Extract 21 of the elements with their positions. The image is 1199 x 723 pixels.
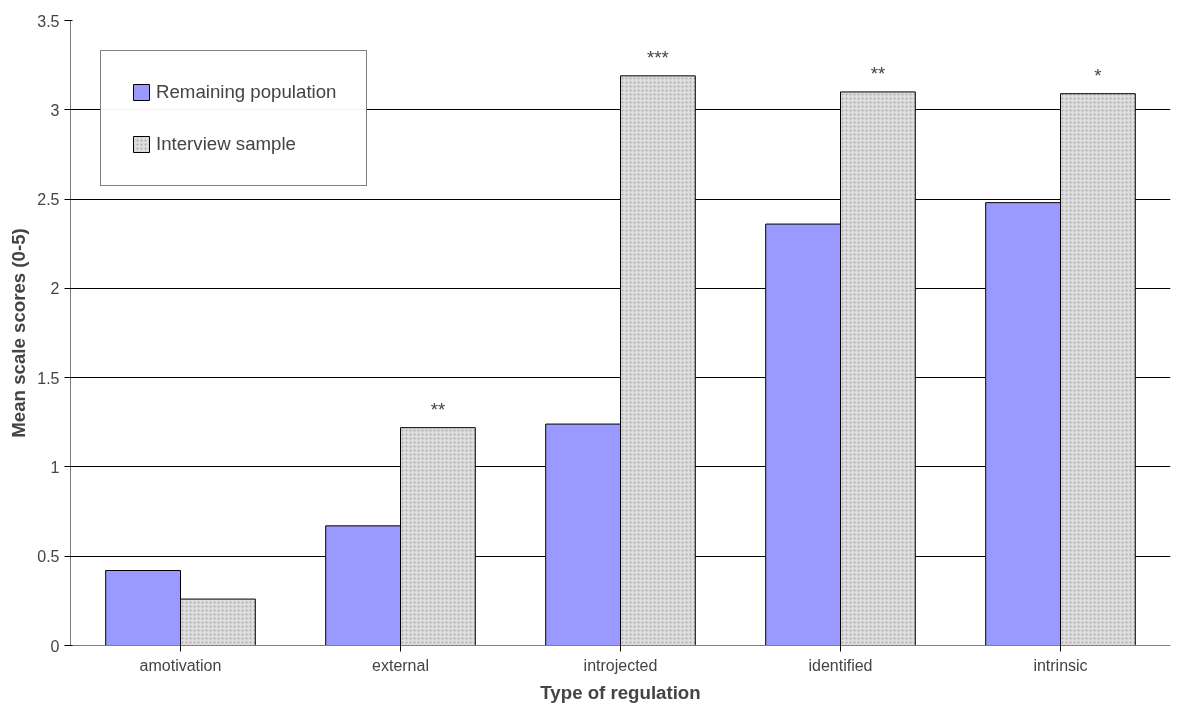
x-tick-label: identified bbox=[808, 656, 873, 674]
annotation: ** bbox=[430, 398, 446, 420]
y-tick-label: 0 bbox=[50, 637, 60, 655]
annotation: ** bbox=[870, 62, 886, 84]
legend-label: Interview sample bbox=[156, 133, 296, 155]
y-tick-label: 3.5 bbox=[37, 12, 60, 30]
y-tick-label: 1.5 bbox=[37, 369, 60, 387]
legend-label: Remaining population bbox=[156, 81, 337, 103]
y-tick-label: 3 bbox=[50, 101, 60, 119]
y-tick-label: 0.5 bbox=[37, 548, 60, 566]
y-tick-label: 1 bbox=[50, 458, 60, 476]
y-axis-title: Mean scale scores (0-5) bbox=[8, 228, 30, 438]
x-tick-label: intrinsic bbox=[1033, 656, 1088, 674]
x-tick-label: introjected bbox=[583, 656, 658, 674]
y-tick-label: 2.5 bbox=[37, 191, 60, 209]
annotation: *** bbox=[647, 46, 669, 68]
annotation: * bbox=[1094, 64, 1102, 86]
x-tick-label: external bbox=[372, 656, 429, 674]
x-tick-label: amotivation bbox=[139, 656, 222, 674]
x-axis-title: Type of regulation bbox=[540, 681, 701, 703]
y-tick-label: 2 bbox=[50, 280, 60, 298]
